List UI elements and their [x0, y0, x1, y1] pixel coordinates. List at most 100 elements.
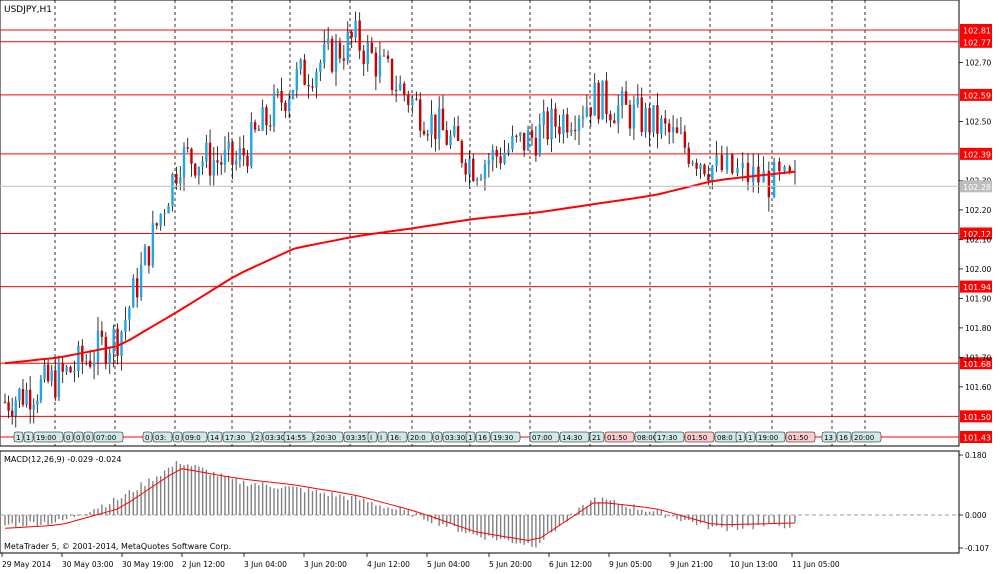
price-panel[interactable]: USDJPY,H1 1 1 19:00 0 0 0 07:00 0 03: 0 09:0 14 17:3…	[0, 0, 960, 447]
session-label-box[interactable]	[172, 431, 183, 443]
candle	[227, 132, 230, 162]
macd-label: MACD(12,26,9) -0.029 -0.024	[4, 455, 121, 464]
candle	[542, 99, 545, 139]
candle	[554, 103, 557, 139]
session-label-group[interactable]: 0 03: 0 09:0 14 17:30 2 03:30	[142, 431, 293, 443]
candle	[43, 358, 46, 383]
session-label-box[interactable]	[529, 431, 560, 443]
session-label-text: 09:0	[185, 434, 201, 442]
candle	[234, 150, 238, 171]
candle	[212, 146, 215, 186]
session-label-box[interactable]	[377, 431, 388, 443]
session-label-box[interactable]	[63, 431, 74, 443]
session-label-box[interactable]	[475, 431, 491, 443]
session-label-box[interactable]	[367, 431, 378, 443]
session-label-box[interactable]	[755, 431, 786, 443]
session-label-box[interactable]	[604, 431, 635, 443]
session-label-box[interactable]	[387, 431, 408, 443]
macd-tick-label: -0.107	[965, 544, 989, 553]
session-label-group[interactable]: 17:30 01:50 08:0	[654, 431, 740, 443]
candle	[479, 173, 483, 181]
current-price-label: 102.28	[963, 183, 991, 192]
candle	[675, 118, 679, 134]
candle	[628, 99, 632, 137]
session-label-box[interactable]	[93, 431, 124, 443]
session-label-group[interactable]: 1 1 19:00 01:50	[735, 431, 816, 443]
session-label-text: 1	[738, 434, 742, 442]
session-label-box[interactable]	[252, 431, 263, 443]
session-label-group[interactable]: 1 1 19:00 0 0 0 07:00	[13, 431, 124, 443]
session-label-box[interactable]	[207, 431, 223, 443]
session-label-box[interactable]	[821, 431, 837, 443]
session-label-bar[interactable]: 1 1 19:00 0 0 0 07:00 0 03: 0 09:0 14 17:30 2 03:30 14:…	[13, 431, 882, 443]
candle	[720, 145, 724, 173]
session-label-box[interactable]	[684, 431, 715, 443]
candle	[762, 156, 765, 183]
candle	[664, 110, 667, 136]
candle	[491, 144, 494, 172]
session-label-group[interactable]: 1 16 19:30	[465, 431, 521, 443]
candle	[338, 37, 342, 64]
candle	[159, 213, 162, 231]
candle	[36, 394, 39, 414]
session-label-box[interactable]	[836, 431, 852, 443]
session-label-box[interactable]	[465, 431, 476, 443]
window-title: USDJPY,H1	[4, 5, 52, 15]
session-label-box[interactable]	[73, 431, 84, 443]
session-label-box[interactable]	[142, 431, 153, 443]
session-label-box[interactable]	[152, 431, 173, 443]
level-price-label: 101.50	[963, 413, 991, 422]
candle	[342, 44, 346, 70]
session-label-box[interactable]	[735, 431, 746, 443]
session-label-box[interactable]	[745, 431, 756, 443]
session-label-text: 03:35	[346, 434, 366, 442]
session-label-box[interactable]	[283, 431, 314, 443]
session-label-text: 17:30	[657, 434, 677, 442]
level-price-tag: 101.94	[960, 280, 992, 293]
candle	[50, 365, 53, 387]
session-label-box[interactable]	[559, 431, 590, 443]
candle	[456, 115, 460, 142]
session-label-box[interactable]	[785, 431, 816, 443]
candle	[526, 125, 530, 151]
session-label-text: 1	[16, 434, 20, 442]
session-label-box[interactable]	[13, 431, 24, 443]
candle	[220, 155, 223, 175]
session-label-box[interactable]	[589, 431, 605, 443]
session-label-group[interactable]: 13 16 20:00	[821, 431, 882, 443]
session-label-box[interactable]	[407, 431, 433, 443]
session-label-box[interactable]	[654, 431, 685, 443]
price-tick-label: 102.10	[965, 235, 991, 244]
candle	[495, 146, 498, 168]
session-label-box[interactable]	[222, 431, 253, 443]
candle	[124, 306, 127, 341]
session-label-box[interactable]	[851, 431, 882, 443]
session-label-box[interactable]	[490, 431, 521, 443]
candle	[390, 58, 394, 96]
candle	[613, 113, 616, 124]
session-label-box[interactable]	[83, 431, 94, 443]
candle	[287, 92, 291, 119]
session-label-box[interactable]	[313, 431, 344, 443]
candle	[246, 150, 249, 174]
candle	[65, 364, 68, 376]
session-label-text: 14:55	[286, 434, 306, 442]
session-label-group[interactable]: 14:55 20:30 03:35	[283, 431, 374, 443]
session-label-box[interactable]	[33, 431, 64, 443]
candle	[216, 146, 219, 176]
candle	[593, 73, 596, 116]
candle	[550, 98, 553, 153]
candle	[778, 157, 781, 181]
candle	[617, 95, 620, 134]
candle	[326, 27, 330, 51]
session-label-box[interactable]	[23, 431, 34, 443]
session-label-group[interactable]: 07:00 14:30 21 01:50 08:00	[529, 431, 665, 443]
candle	[265, 104, 268, 136]
candle	[116, 323, 119, 365]
session-label-group[interactable]: I I 16: 20:0 0 03:30	[367, 431, 473, 443]
session-label-box[interactable]	[432, 431, 443, 443]
session-label-box[interactable]	[182, 431, 208, 443]
session-label-text: 1	[748, 434, 752, 442]
macd-panel[interactable]: MACD(12,26,9) -0.029 -0.024 MetaTrader 5…	[0, 450, 960, 554]
